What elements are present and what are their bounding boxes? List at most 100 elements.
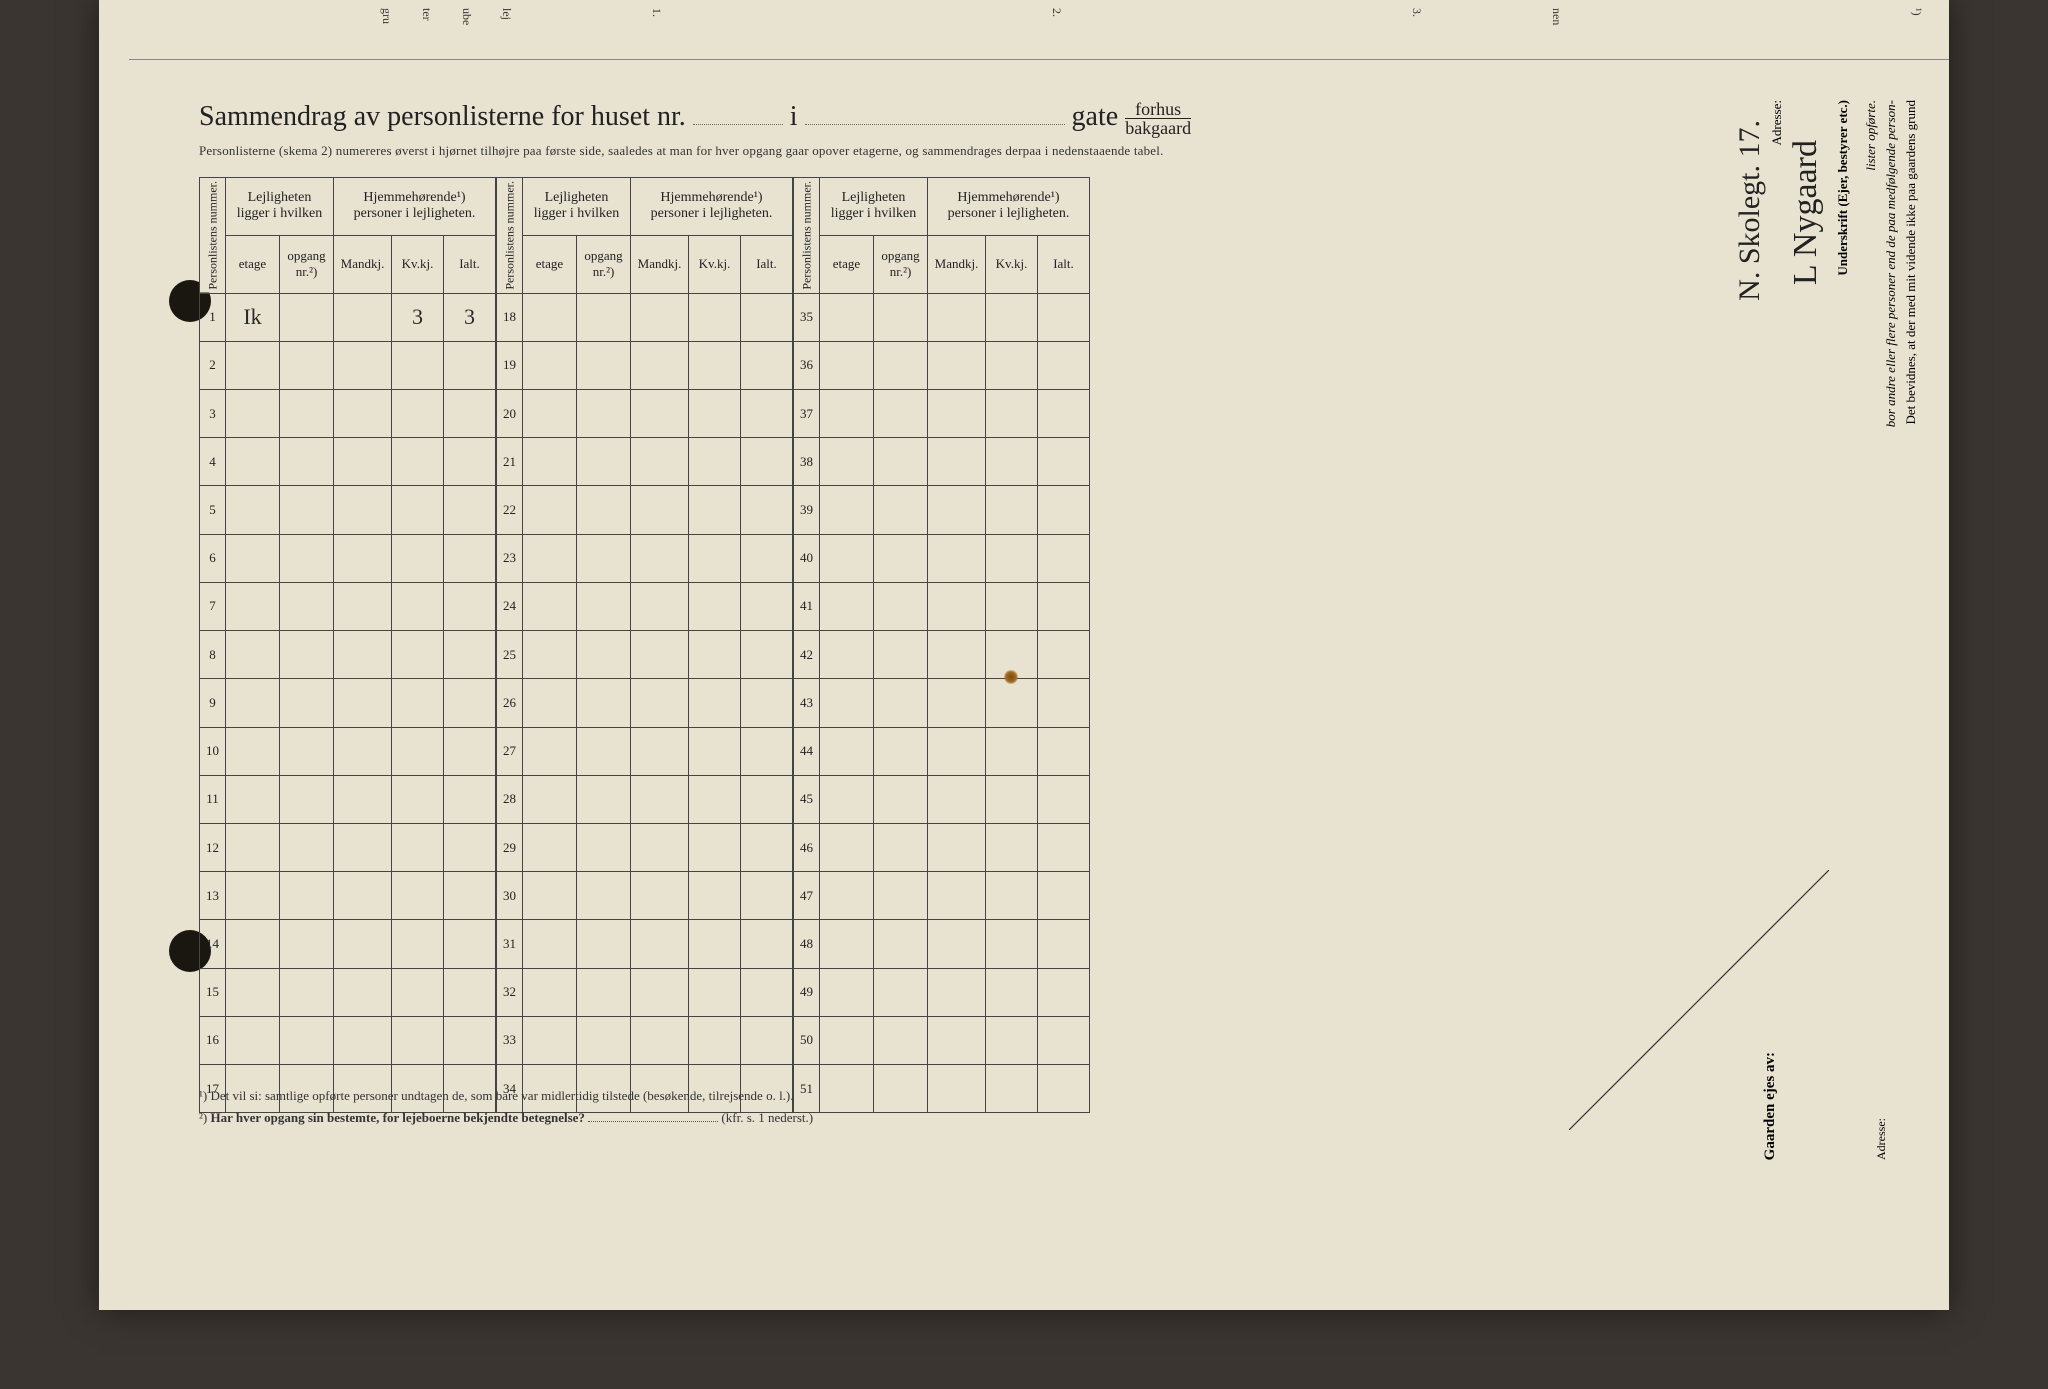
cell-etage bbox=[523, 1016, 577, 1064]
cell-ialt bbox=[741, 1016, 793, 1064]
cell-opgang bbox=[577, 968, 631, 1016]
cell-ialt bbox=[444, 920, 496, 968]
cell-etage bbox=[820, 390, 874, 438]
cell-mandkj bbox=[631, 727, 689, 775]
cell-kvkj bbox=[392, 390, 444, 438]
cell-ialt bbox=[1038, 1016, 1090, 1064]
col-personlistens: Personlistens nummer. bbox=[200, 178, 226, 294]
cell-etage bbox=[820, 1064, 874, 1112]
cell-ialt: 3 bbox=[444, 293, 496, 341]
cell-mandkj bbox=[334, 872, 392, 920]
row-number: 30 bbox=[497, 872, 523, 920]
summary-tables: Personlistens nummer. Lejligheten ligger … bbox=[199, 177, 1649, 1076]
cell-opgang bbox=[280, 534, 334, 582]
cell-etage bbox=[523, 341, 577, 389]
cell-etage bbox=[523, 968, 577, 1016]
right-panel: Det bevidnes, at der med mit vidende ikk… bbox=[1679, 100, 1919, 1200]
cell-ialt bbox=[444, 582, 496, 630]
cell-etage bbox=[523, 920, 577, 968]
row-number: 49 bbox=[794, 968, 820, 1016]
cell-mandkj bbox=[334, 679, 392, 727]
cell-mandkj bbox=[334, 775, 392, 823]
blank-field bbox=[693, 124, 783, 125]
cell-ialt bbox=[741, 293, 793, 341]
document-page: gru ter ube lej 1. 2. 3. nen ¹) Sammendr… bbox=[99, 0, 1949, 1310]
cell-kvkj bbox=[392, 920, 444, 968]
table-row: 5 bbox=[200, 486, 496, 534]
dotted-blank bbox=[588, 1121, 718, 1122]
row-number: 42 bbox=[794, 631, 820, 679]
cell-kvkj bbox=[986, 968, 1038, 1016]
row-number: 7 bbox=[200, 582, 226, 630]
table-row: 32 bbox=[497, 968, 793, 1016]
cell-ialt bbox=[1038, 727, 1090, 775]
row-number: 48 bbox=[794, 920, 820, 968]
title-suffix: gate bbox=[1072, 101, 1119, 132]
cell-opgang bbox=[874, 582, 928, 630]
cell-ialt bbox=[1038, 582, 1090, 630]
row-number: 4 bbox=[200, 438, 226, 486]
title-fraction: forhus bakgaard bbox=[1125, 100, 1191, 137]
cell-etage bbox=[226, 341, 280, 389]
cell-kvkj bbox=[689, 631, 741, 679]
cell-ialt bbox=[444, 679, 496, 727]
cell-mandkj bbox=[928, 968, 986, 1016]
cell-mandkj bbox=[631, 775, 689, 823]
cell-opgang bbox=[577, 1016, 631, 1064]
footnote-2-bold: Har hver opgang sin bestemte, for lejebo… bbox=[210, 1110, 584, 1125]
table-row: 20 bbox=[497, 390, 793, 438]
cell-mandkj bbox=[334, 968, 392, 1016]
cell-ialt bbox=[444, 534, 496, 582]
col-hjemmehorende: Hjemmehørende¹) personer i lejligheten. bbox=[928, 178, 1090, 236]
cell-kvkj bbox=[689, 679, 741, 727]
col-opgang: opgang nr.²) bbox=[577, 235, 631, 293]
table-block: Personlistens nummer.Lejligheten ligger … bbox=[496, 177, 793, 1113]
cell-etage bbox=[523, 390, 577, 438]
cell-opgang bbox=[874, 872, 928, 920]
row-number: 27 bbox=[497, 727, 523, 775]
cell-ialt bbox=[444, 341, 496, 389]
row-number: 5 bbox=[200, 486, 226, 534]
cell-kvkj bbox=[986, 872, 1038, 920]
cell-ialt bbox=[444, 775, 496, 823]
cell-kvkj bbox=[392, 679, 444, 727]
cell-opgang bbox=[874, 679, 928, 727]
cell-opgang bbox=[577, 341, 631, 389]
table-row: 14 bbox=[200, 920, 496, 968]
cell-etage bbox=[523, 582, 577, 630]
cell-opgang bbox=[280, 727, 334, 775]
cell-opgang bbox=[874, 390, 928, 438]
col-ialt: Ialt. bbox=[1038, 235, 1090, 293]
table-row: 11 bbox=[200, 775, 496, 823]
cell-ialt bbox=[741, 823, 793, 871]
fraction-bottom: bakgaard bbox=[1125, 119, 1191, 137]
cell-opgang bbox=[280, 631, 334, 679]
cell-opgang bbox=[577, 438, 631, 486]
cell-opgang bbox=[280, 679, 334, 727]
cell-etage bbox=[523, 631, 577, 679]
table-row: 7 bbox=[200, 582, 496, 630]
cell-mandkj bbox=[631, 679, 689, 727]
top-mark: lej bbox=[499, 8, 514, 20]
col-lejligheten: Lejligheten ligger i hvilken bbox=[820, 178, 928, 236]
table-row: 21 bbox=[497, 438, 793, 486]
table-block: Personlistens nummer.Lejligheten ligger … bbox=[199, 177, 496, 1113]
table-row: 1Ik33 bbox=[200, 293, 496, 341]
cell-opgang bbox=[577, 534, 631, 582]
table-row: 41 bbox=[794, 582, 1090, 630]
cell-mandkj bbox=[928, 679, 986, 727]
cell-opgang bbox=[874, 293, 928, 341]
cell-etage bbox=[820, 920, 874, 968]
cell-ialt bbox=[444, 823, 496, 871]
cell-opgang bbox=[280, 775, 334, 823]
cell-opgang bbox=[577, 679, 631, 727]
col-ialt: Ialt. bbox=[741, 235, 793, 293]
row-number: 16 bbox=[200, 1016, 226, 1064]
decl-underskrift: Underskrift (Ejer, bestyrer etc.) bbox=[1835, 100, 1851, 276]
cell-opgang bbox=[874, 631, 928, 679]
cell-kvkj bbox=[986, 486, 1038, 534]
cell-mandkj bbox=[928, 1064, 986, 1112]
cell-mandkj bbox=[631, 390, 689, 438]
signature-1: L Nygaard bbox=[1787, 140, 1825, 285]
cell-kvkj bbox=[689, 341, 741, 389]
